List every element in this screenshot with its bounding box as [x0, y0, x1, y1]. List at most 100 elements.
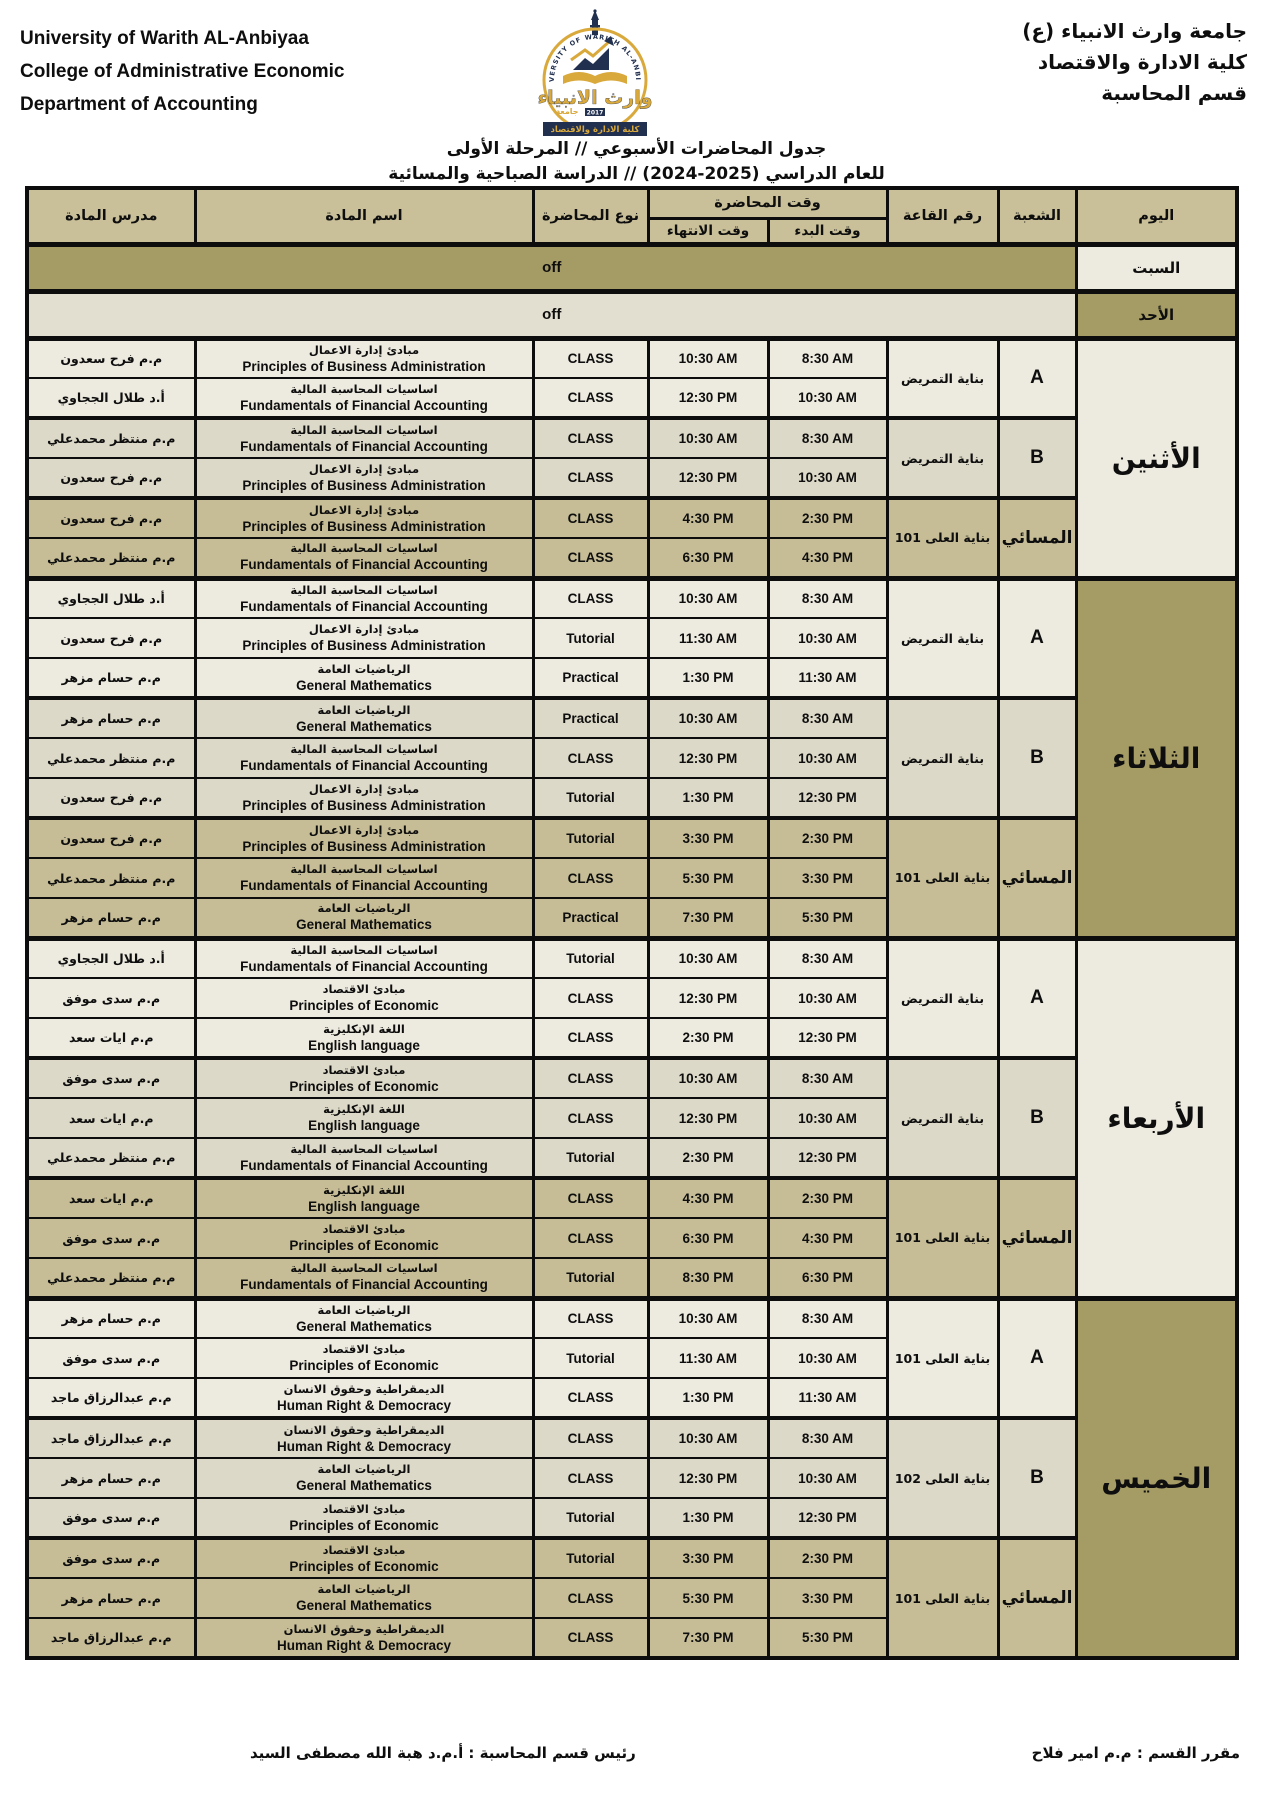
teacher-cell: م.م منتظر محمدعلي [25, 416, 197, 459]
lecture-type-cell: CLASS [531, 737, 650, 779]
end-time-cell: 5:30 PM [646, 1577, 770, 1619]
teacher-cell: م.م فرح سعدون [25, 496, 197, 539]
lecture-row: الأثنين A بناية التمريض 8:30 AM 10:30 AM CLAS… [25, 335, 1239, 579]
end-time-cell: 7:30 PM [646, 897, 770, 939]
subject-cell: مبادئ الاقتصاد Principles of Economic [193, 977, 535, 1019]
lecture-type-cell: CLASS [531, 1457, 650, 1499]
lecture-row: 11:30 AM 1:30 PM Practical الرياضيات العامة… [25, 657, 1237, 699]
end-time-cell: 1:30 PM [646, 1497, 770, 1539]
column-section: الشعبة [996, 186, 1078, 246]
start-time-cell: 10:30 AM [766, 1457, 889, 1499]
subject-name-arabic: مبادئ إدارة الاعمال [308, 822, 420, 837]
lecture-type-cell: CLASS [531, 457, 650, 499]
lecture-type-cell: CLASS [531, 1217, 650, 1259]
section-cell: المسائي [996, 1536, 1078, 1659]
teacher-cell: م.م منتظر محمدعلي [25, 537, 197, 579]
lecture-row: 10:30 AM 12:30 PM CLASS اللغة الإنكليزية Eng… [25, 1097, 1237, 1139]
logo-year-plate [585, 108, 605, 116]
subject-name-arabic: مبادئ الاقتصاد [322, 1501, 406, 1516]
college-name-ar: كلية الادارة والاقتصاد [1037, 50, 1247, 74]
section-cell: A [996, 575, 1078, 699]
subject-name-english: Principles of Business Administration [242, 518, 486, 534]
subject-name-arabic: الديمقراطية وحقوق الانسان [283, 1381, 445, 1396]
section-cell: المسائي [996, 1176, 1078, 1299]
document-title: جدول المحاضرات الأسبوعي // المرحلة الأول… [0, 137, 1273, 187]
lecture-row: 3:30 PM 5:30 PM CLASS اساسيات المحاسبة الما… [25, 857, 1237, 899]
subject-cell: مبادئ إدارة الاعمال Principles of Busines… [193, 335, 535, 379]
end-time-cell: 6:30 PM [646, 1217, 770, 1259]
subject-name-arabic: الرياضيات العامة [317, 702, 411, 717]
subject-name-arabic: الديمقراطية وحقوق الانسان [283, 1422, 445, 1437]
lecture-type-cell: CLASS [531, 1416, 650, 1459]
lecture-type-cell: Practical [531, 897, 650, 939]
start-time-cell: 11:30 AM [766, 1377, 889, 1419]
lecture-type-cell: Tutorial [531, 816, 650, 859]
subject-name-english: Human Right & Democracy [276, 1637, 452, 1653]
lecture-row: 12:30 PM 2:30 PM CLASS اللغة الإنكليزية Engl… [25, 1017, 1237, 1059]
header-row-1: اليوم الشعبة رقم القاعة وقت المحاضرة نوع… [25, 186, 1239, 246]
subject-name-english: General Mathematics [296, 677, 432, 693]
lecture-type-cell: Tutorial [531, 777, 650, 819]
end-time-cell: 10:30 AM [646, 935, 770, 979]
teacher-cell: م.م سدى موفق [25, 1337, 197, 1379]
lecture-row: 6:30 PM 8:30 PM Tutorial اساسيات المحاسبة ا… [25, 1257, 1237, 1299]
subject-name-arabic: اساسيات المحاسبة المالية [290, 381, 438, 396]
subject-name-english: Fundamentals of Financial Accounting [240, 557, 488, 573]
subject-name-arabic: اساسيات المحاسبة المالية [290, 422, 438, 437]
end-time-cell: 10:30 AM [646, 335, 770, 379]
end-time-cell: 4:30 PM [646, 496, 770, 539]
column-day: اليوم [1074, 186, 1239, 246]
subject-name-arabic: مبادئ الاقتصاد [322, 1542, 406, 1557]
teacher-cell: م.م سدى موفق [25, 1217, 197, 1259]
university-logo-svg: UNIVERSITY OF WARITH AL-ANBIYAA وارث الا… [511, 2, 653, 136]
subject-name-english: Principles of Business Administration [242, 477, 486, 493]
lecture-type-cell: Practical [531, 657, 650, 699]
logo-calligraphy: وارث الانبياء [537, 87, 652, 109]
subject-name-arabic: مبادئ إدارة الاعمال [308, 622, 420, 636]
lecture-row: الأربعاء A بناية التمريض 8:30 AM 10:30 AM Tut… [25, 935, 1239, 1299]
column-room: رقم القاعة [885, 186, 1000, 246]
lecture-type-cell: Practical [531, 696, 650, 739]
start-time-cell: 8:30 AM [766, 696, 889, 739]
teacher-cell: م.م ايات سعد [25, 1017, 197, 1059]
column-end-time: وقت الانتهاء [646, 216, 770, 246]
off-day-row: الأحد off [25, 288, 1239, 339]
lecture-type-cell: CLASS [531, 977, 650, 1019]
lecture-row: 11:30 AM 1:30 PM CLASS الديمقراطية وحقوق ال… [25, 1377, 1237, 1419]
subject-name-arabic: اساسيات المحاسبة المالية [290, 742, 438, 756]
day-cell: السبت [1074, 241, 1239, 292]
subject-cell: مبادئ إدارة الاعمال Principles of Busines… [193, 496, 535, 539]
lecture-row: 10:30 AM 11:30 AM Tutorial مبادئ إدارة الاع… [25, 617, 1237, 659]
teacher-cell: م.م منتظر محمدعلي [25, 737, 197, 779]
subject-name-english: Principles of Economic [289, 1358, 439, 1373]
lecture-type-cell: CLASS [531, 1056, 650, 1099]
room-cell: بناية التمريض [885, 1056, 1000, 1179]
subject-cell: الديمقراطية وحقوق الانسان Human Right & D… [193, 1416, 535, 1459]
lecture-type-cell: CLASS [531, 537, 650, 579]
department-coordinator: مقرر القسم : م.م امير فلاح [1031, 1744, 1240, 1762]
subject-cell: الرياضيات العامة General Mathematics [193, 1457, 535, 1499]
teacher-cell: م.م فرح سعدون [25, 617, 197, 659]
end-time-cell: 12:30 PM [646, 457, 770, 499]
lecture-type-cell: Tutorial [531, 1337, 650, 1379]
teacher-cell: م.م حسام مزهر [25, 897, 197, 939]
lecture-row: 12:30 PM 1:30 PM Tutorial مبادئ إدارة الاعم… [25, 777, 1237, 819]
start-time-cell: 2:30 PM [766, 816, 889, 859]
end-time-cell: 11:30 AM [646, 617, 770, 659]
lecture-row: 5:30 PM 7:30 PM Practical الرياضيات العامة G… [25, 897, 1237, 939]
subject-cell: مبادئ الاقتصاد Principles of Economic [193, 1536, 535, 1579]
subject-name-arabic: الرياضيات العامة [317, 1462, 411, 1476]
room-cell: بناية العلى 102 [885, 1416, 1000, 1539]
university-name-english-block: University of Warith AL-Anbiyaa College … [20, 22, 344, 121]
subject-cell: اساسيات المحاسبة المالية Fundamentals of … [193, 935, 535, 979]
day-cell: الأثنين [1074, 335, 1239, 579]
day-cell: الأحد [1074, 288, 1239, 339]
teacher-cell: م.م عبدالرزاق ماجد [25, 1617, 197, 1659]
teacher-cell: م.م منتظر محمدعلي [25, 1137, 197, 1179]
start-time-cell: 4:30 PM [766, 1217, 889, 1259]
lecture-type-cell: CLASS [531, 1176, 650, 1219]
teacher-cell: م.م حسام مزهر [25, 657, 197, 699]
lecture-row: B بناية العلى 102 8:30 AM 10:30 AM CLASS الدي… [25, 1416, 1237, 1539]
lecture-type-cell: Tutorial [531, 617, 650, 659]
lecture-row: 10:30 AM 12:30 PM CLASS اساسيات المحاسبة ال… [25, 737, 1237, 779]
